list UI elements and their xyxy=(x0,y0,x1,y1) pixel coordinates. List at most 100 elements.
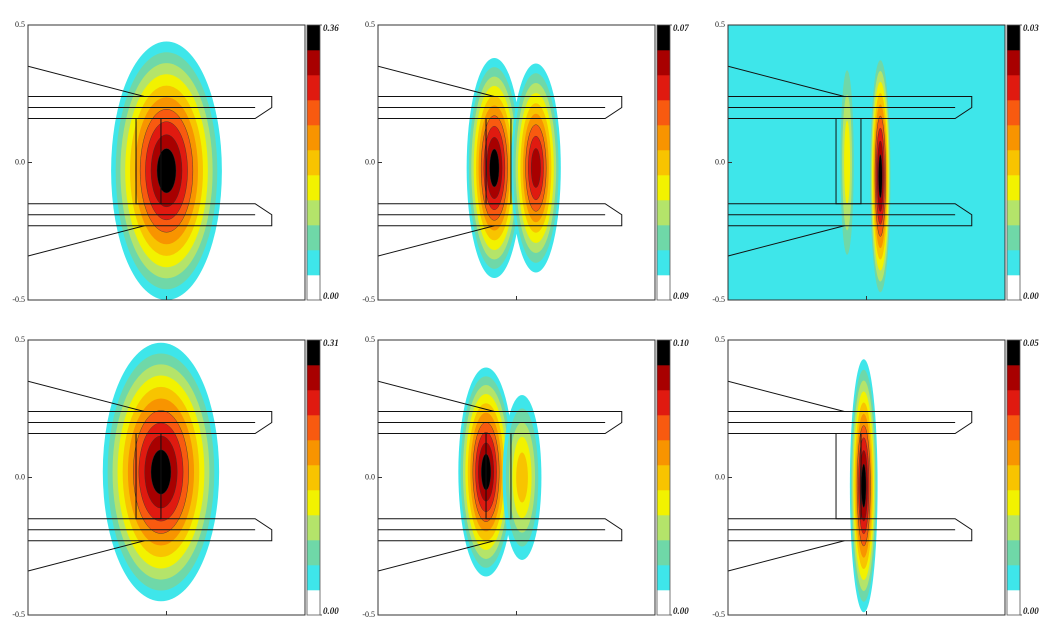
colorbar-frame xyxy=(1006,24,1021,301)
contour-level xyxy=(489,148,500,188)
contour-level xyxy=(516,452,528,503)
colorbar-swatch xyxy=(1007,440,1020,466)
lower-guide xyxy=(378,203,623,227)
colorbar-swatch xyxy=(307,50,320,76)
plot xyxy=(728,25,1005,300)
lower-taper xyxy=(728,540,845,572)
colorbar-swatch xyxy=(1007,340,1020,366)
colorbar-swatch xyxy=(307,125,320,151)
colorbar-swatch xyxy=(307,465,320,491)
colorbar-swatch xyxy=(657,200,670,226)
upper-taper xyxy=(28,65,145,97)
core xyxy=(135,118,162,205)
lower-taper xyxy=(28,540,145,572)
colorbar-swatch xyxy=(657,175,670,201)
colorbar-label: 0.36 xyxy=(323,23,339,33)
colorbar-swatch xyxy=(1007,125,1020,151)
colorbar-swatch xyxy=(1007,390,1020,416)
colorbar-swatch xyxy=(307,365,320,391)
structure xyxy=(378,380,623,572)
lower-guide xyxy=(28,203,273,227)
lower-taper xyxy=(378,225,495,257)
upper-guide xyxy=(378,411,623,434)
plot xyxy=(28,340,305,615)
colorbar-swatch xyxy=(657,50,670,76)
panel: -0.5 0.0 0.5 0.00 0.31 xyxy=(12,335,339,617)
colorbar-swatch xyxy=(1007,565,1020,591)
y-tick-label: -0.5 xyxy=(362,295,375,304)
lower-guide xyxy=(728,518,973,542)
y-tick-label: 0.0 xyxy=(15,472,25,481)
upper-taper xyxy=(728,65,845,97)
y-tick-label: 0.0 xyxy=(365,472,375,481)
colorbar-swatch xyxy=(1007,150,1020,176)
colorbar-swatch xyxy=(657,365,670,391)
colorbar-swatch xyxy=(657,125,670,151)
lower-guide xyxy=(378,518,623,542)
colorbar-swatch xyxy=(1007,25,1020,51)
core xyxy=(835,118,862,205)
colorbar-label: 0.00 xyxy=(1023,291,1039,301)
colorbar-swatch xyxy=(1007,50,1020,76)
colorbar-swatch xyxy=(307,75,320,101)
colorbar-swatch xyxy=(657,225,670,251)
colorbar-label: 0.07 xyxy=(673,23,689,33)
colorbar-swatch xyxy=(307,490,320,516)
colorbar-swatch xyxy=(307,515,320,541)
colorbar-swatch xyxy=(1007,275,1020,301)
core xyxy=(835,433,862,520)
colorbar-swatch xyxy=(1007,465,1020,491)
upper-guide xyxy=(728,96,973,119)
core xyxy=(135,433,162,520)
y-tick-label: -0.5 xyxy=(12,610,25,617)
y-tick-label: 0.5 xyxy=(15,335,25,344)
colorbar-swatch xyxy=(657,515,670,541)
colorbar-swatch xyxy=(307,150,320,176)
y-tick-label: 0.0 xyxy=(15,157,25,166)
colorbar-swatch xyxy=(1007,175,1020,201)
upper-guide xyxy=(728,411,973,434)
colorbar-swatch xyxy=(1007,75,1020,101)
colorbar-swatch xyxy=(307,540,320,566)
structure xyxy=(28,380,273,572)
upper-taper xyxy=(728,380,845,412)
colorbar-swatch xyxy=(657,390,670,416)
plot-background xyxy=(728,25,1005,300)
colorbar-swatch xyxy=(657,590,670,616)
contour-level xyxy=(878,154,883,199)
colorbar-swatch xyxy=(1007,515,1020,541)
colorbar-swatch xyxy=(307,440,320,466)
colorbar-swatch xyxy=(657,340,670,366)
plot xyxy=(378,25,655,300)
plot xyxy=(28,25,305,300)
y-tick-label: 0.0 xyxy=(715,157,725,166)
colorbar-frame xyxy=(656,24,671,301)
colorbar-swatch xyxy=(657,540,670,566)
colorbar-swatch xyxy=(307,275,320,301)
colorbar-swatch xyxy=(1007,590,1020,616)
colorbar-swatch xyxy=(1007,200,1020,226)
lower-taper xyxy=(378,540,495,572)
plot xyxy=(728,340,1005,615)
upper-taper xyxy=(378,65,495,97)
colorbar-swatch xyxy=(307,200,320,226)
colorbar-label: 0.05 xyxy=(1023,338,1039,348)
colorbar-label: 0.10 xyxy=(673,338,689,348)
colorbar-label: 0.00 xyxy=(673,606,689,616)
colorbar-swatch xyxy=(657,440,670,466)
colorbar-swatch xyxy=(1007,100,1020,126)
upper-guide xyxy=(28,411,273,434)
colorbar-swatch xyxy=(307,340,320,366)
y-tick-label: 0.5 xyxy=(15,20,25,29)
colorbar-label: 0.31 xyxy=(323,338,339,348)
colorbar-swatch xyxy=(307,100,320,126)
contour-level xyxy=(531,148,541,188)
upper-taper xyxy=(378,380,495,412)
panel: -0.5 0.0 0.5 0.00 0.10 xyxy=(362,335,689,617)
colorbar-swatch xyxy=(307,175,320,201)
plot xyxy=(378,340,655,615)
y-tick-label: 0.5 xyxy=(365,20,375,29)
contour-level xyxy=(844,120,851,205)
colorbar-swatch xyxy=(1007,250,1020,276)
structure xyxy=(728,65,973,257)
